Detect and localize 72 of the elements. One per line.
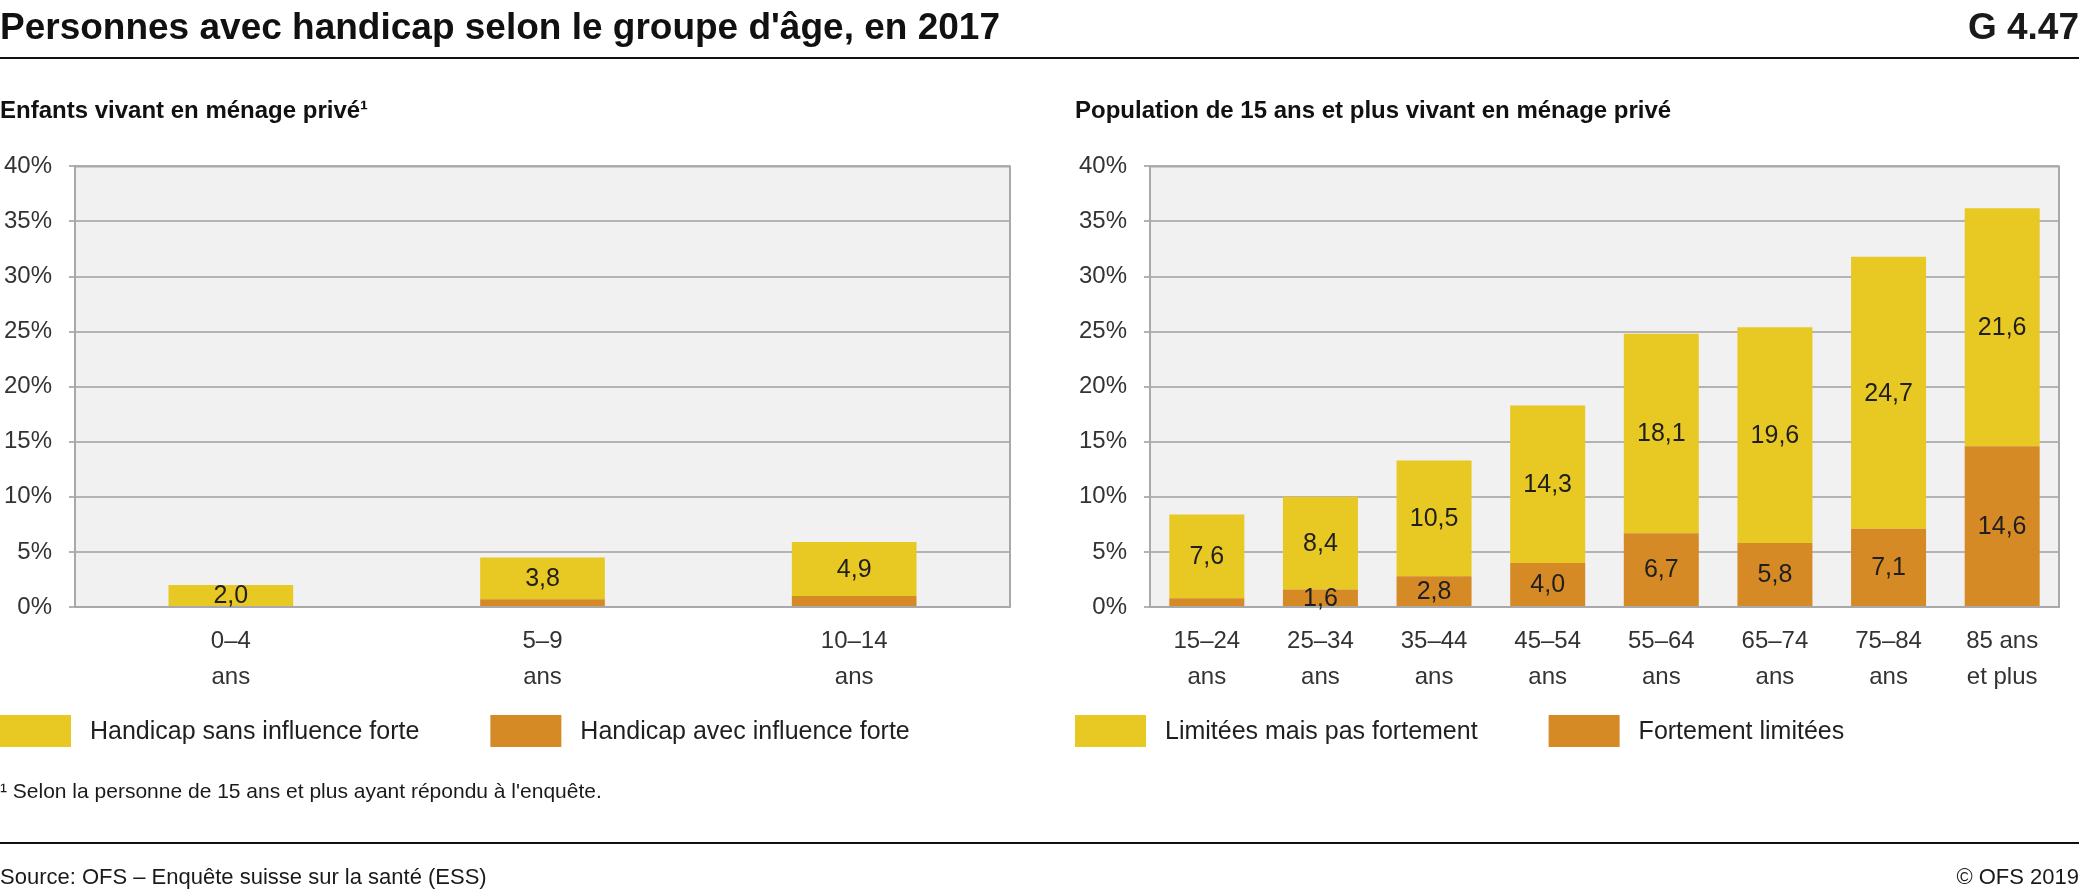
data-label: 7,6 [1189, 541, 1225, 570]
x-tick-label: 35–44 ans [1400, 625, 1468, 689]
bar [1737, 327, 1813, 544]
y-tick-label: 15% [3, 426, 52, 454]
data-label: 7,1 [1871, 552, 1906, 581]
bar [1623, 533, 1699, 606]
bar [1169, 598, 1245, 606]
data-label: 8,4 [1303, 528, 1338, 556]
y-tick-label: 30% [3, 261, 52, 289]
data-label: 4,0 [1530, 569, 1566, 598]
bar [1737, 543, 1813, 606]
data-label: 18,1 [1636, 418, 1686, 447]
data-label: 2,0 [213, 580, 249, 609]
chart-subtitle: Enfants vivant en ménage privé¹ [0, 96, 369, 124]
bar [1964, 446, 2040, 606]
x-tick-label: 15–24 ans [1173, 625, 1241, 689]
bar [1851, 256, 1927, 529]
bar [1964, 208, 2040, 447]
y-tick-label: 5% [1092, 536, 1127, 564]
data-label: 5,8 [1757, 559, 1793, 588]
y-tick-label: 40% [3, 151, 52, 179]
legend-label: Limitées mais pas fortement [1165, 715, 1478, 744]
legend-label: Handicap sans influence forte [90, 715, 420, 744]
bar [1169, 514, 1245, 599]
text: G 4.47 [1967, 6, 2079, 48]
text: ¹ Selon la personne de 15 ans et plus ayant répondu à l'enquête. [0, 779, 602, 803]
y-tick-label: 25% [3, 316, 52, 344]
bar [1510, 405, 1586, 563]
data-label: 24,7 [1864, 377, 1913, 406]
bar [1851, 528, 1927, 606]
bar [1623, 333, 1699, 534]
legend-label: Fortement limitées [1638, 715, 1845, 744]
x-tick-label: 65–74 ans [1741, 625, 1809, 689]
y-tick-label: 0% [1092, 591, 1127, 619]
x-tick-label: 10–14 ans [820, 625, 888, 689]
y-tick-label: 35% [1078, 206, 1127, 234]
data-label: 3,8 [525, 563, 560, 592]
y-tick-label: 0% [17, 591, 52, 619]
x-tick-label: 55–64 ans [1627, 625, 1695, 689]
y-tick-label: 25% [1078, 316, 1127, 344]
data-label: 10,5 [1409, 503, 1459, 532]
x-tick-label: 75–84 ans [1855, 625, 1922, 689]
data-label: 14,3 [1523, 469, 1573, 498]
y-tick-label: 40% [1078, 151, 1127, 179]
y-tick-label: 5% [17, 536, 52, 564]
bar [1396, 460, 1472, 577]
data-label: 1,6 [1303, 582, 1338, 611]
source-note: Source: OFS – Enquête suisse sur la santé (ESS) [0, 864, 487, 890]
legend-label: Handicap avec influence forte [580, 715, 910, 744]
x-tick-label: 45–54 ans [1514, 625, 1582, 689]
y-tick-label: 20% [1078, 371, 1127, 399]
data-label: 4,9 [836, 553, 872, 582]
bar [1510, 562, 1586, 606]
data-label: 21,6 [1977, 312, 2027, 341]
chart-title: Personnes avec handicap selon le groupe d'âge, en 2017 [0, 6, 1000, 48]
y-tick-label: 20% [3, 371, 52, 399]
x-tick-label: 25–34 ans [1287, 625, 1354, 689]
y-tick-label: 35% [3, 206, 52, 234]
data-label: 14,6 [1977, 510, 2027, 539]
x-tick-label: 5–9 ans [522, 625, 563, 689]
y-tick-label: 10% [1078, 481, 1127, 509]
bar [1282, 496, 1358, 590]
data-label: 19,6 [1750, 420, 1800, 449]
data-label: 6,7 [1643, 554, 1679, 583]
x-tick-label: 85 ans et plus [1966, 625, 2039, 689]
y-tick-label: 15% [1078, 426, 1127, 454]
y-tick-label: 10% [3, 481, 52, 509]
y-tick-label: 30% [1078, 261, 1127, 289]
data-label: 2,8 [1416, 575, 1452, 604]
text: © OFS 2019 [1956, 864, 2079, 890]
x-tick-label: 0–4 ans [210, 625, 251, 689]
chart-subtitle: Population de 15 ans et plus vivant en ménage privé [1075, 96, 1672, 124]
